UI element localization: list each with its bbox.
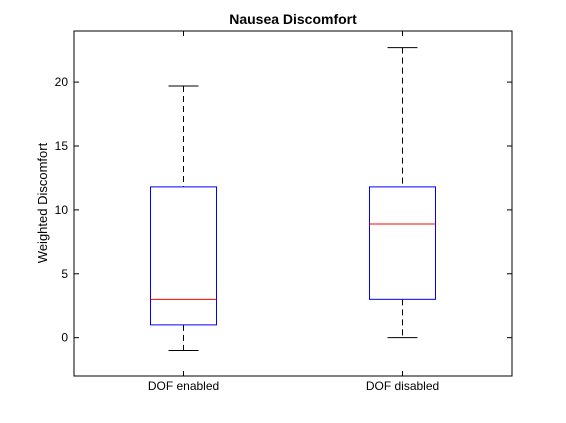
- y-tick-label: 10: [55, 203, 69, 217]
- y-tick-label: 0: [61, 331, 68, 345]
- x-category-label: DOF disabled: [366, 379, 439, 393]
- box-iqr: [150, 186, 217, 326]
- chart-title: Nausea Discomfort: [229, 11, 357, 27]
- y-tick-label: 20: [55, 75, 69, 89]
- y-tick-label: 15: [55, 139, 69, 153]
- y-tick-label: 5: [61, 267, 68, 281]
- y-axis-label: Weighted Discomfort: [35, 142, 50, 263]
- x-category-label: DOF enabled: [148, 379, 219, 393]
- plot-frame: [73, 30, 513, 377]
- box-iqr: [369, 186, 436, 300]
